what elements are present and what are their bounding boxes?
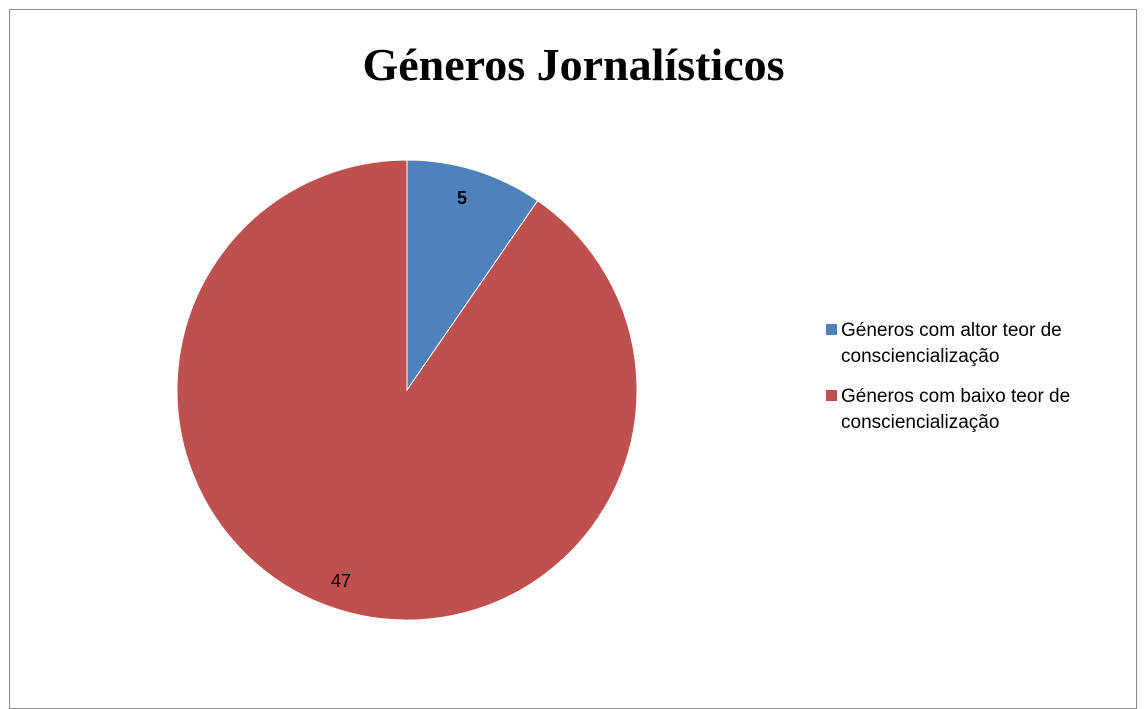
legend-item-2: Géneros com baixo teor de consciencializ… [826, 384, 1146, 436]
pie-slice-2 [177, 160, 637, 620]
chart-legend: Géneros com altor teor de consciencializ… [826, 318, 1146, 450]
data-label-2: 47 [331, 571, 351, 591]
legend-swatch-1 [826, 324, 837, 335]
legend-item-1: Géneros com altor teor de consciencializ… [826, 318, 1146, 370]
legend-label-1: Géneros com altor teor de consciencializ… [841, 318, 1146, 370]
data-label-1: 5 [457, 188, 467, 208]
legend-swatch-2 [826, 390, 837, 401]
legend-label-2: Géneros com baixo teor de consciencializ… [841, 384, 1146, 436]
